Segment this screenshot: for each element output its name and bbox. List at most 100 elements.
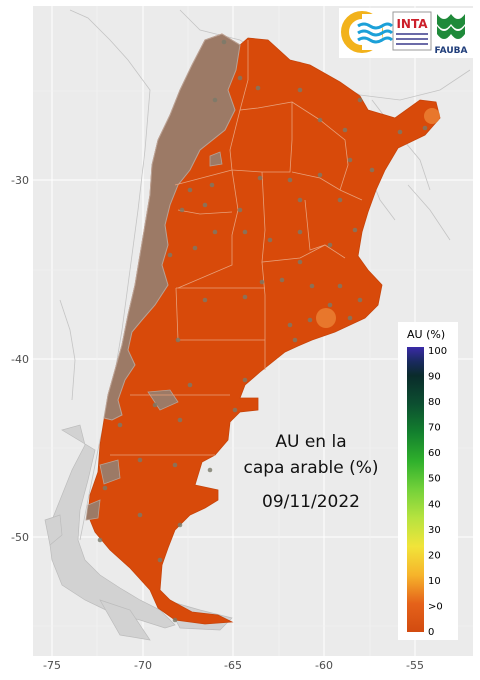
y-tick-label: -40 [11,353,29,366]
station-dot [137,512,143,518]
legend-colorbar [407,347,424,632]
x-tick-label: -65 [224,659,242,672]
legend-label: 100 [428,346,447,357]
legend-label: 50 [428,474,441,485]
station-dot [242,377,248,383]
station-dot [157,557,163,563]
station-dot [172,462,178,468]
station-dot [342,127,348,133]
weather-stations [97,39,428,623]
inta-logo-text: INTA [396,17,428,31]
station-dot [167,252,173,258]
station-dot [309,283,315,289]
station-dot [102,485,108,491]
logo-bar: INTA FAUBA [339,8,473,58]
station-dot [352,227,358,233]
station-dot [337,283,343,289]
ciclo-logo [341,11,394,53]
station-dot [137,457,143,463]
station-dot [292,337,298,343]
station-dot [179,207,185,213]
station-dot [297,259,303,265]
station-dot [327,302,333,308]
legend-label: >0 [428,602,443,613]
station-dot [279,277,285,283]
station-dot [209,182,215,188]
station-dot [242,229,248,235]
station-dot [317,172,323,178]
y-tick-label: -50 [11,531,29,544]
station-dot [237,207,243,213]
legend-label: 0 [428,627,434,638]
x-tick-label: -75 [43,659,61,672]
station-dot [187,187,193,193]
orange-hotspot-ne [424,108,440,124]
map-date: 09/11/2022 [262,492,360,512]
station-dot [172,617,178,623]
legend-label: 60 [428,448,441,459]
station-dot [397,129,403,135]
station-dot [307,317,313,323]
station-dot [259,279,265,285]
station-dot [327,242,333,248]
legend-label: 40 [428,499,441,510]
legend-label: 20 [428,550,441,561]
station-dot [152,402,158,408]
station-dot [297,197,303,203]
station-dot [267,237,273,243]
legend-labels: 100 90 80 70 60 50 40 30 20 10 >0 0 [428,346,447,638]
station-dot [422,125,428,131]
station-dot [187,382,193,388]
station-dot [192,245,198,251]
station-dot [317,117,323,123]
station-dot [257,175,263,181]
station-dot [347,157,353,163]
x-tick-label: -60 [315,659,333,672]
station-dot [357,297,363,303]
y-axis: -30 -40 -50 [11,174,29,544]
station-dot [97,537,103,543]
station-dot [175,337,181,343]
station-dot [347,315,353,321]
andes-region [103,33,241,421]
station-dot [212,229,218,235]
legend-label: 30 [428,525,441,536]
station-dot [202,297,208,303]
legend-label: 80 [428,397,441,408]
station-dot [357,97,363,103]
station-dot [287,177,293,183]
station-dot [242,294,248,300]
fauba-logo: FAUBA [435,14,468,56]
map-title-line2: capa arable (%) [244,458,379,478]
fauba-logo-text: FAUBA [435,46,468,56]
station-dot [337,197,343,203]
station-dot [369,167,375,173]
station-dot [237,75,243,81]
station-dot [232,407,238,413]
map-title-line1: AU en la [275,432,346,452]
province-borders [110,40,363,456]
station-dot [177,417,183,423]
station-dot [202,202,208,208]
x-tick-label: -70 [134,659,152,672]
x-tick-label: -55 [406,659,424,672]
station-dot [297,87,303,93]
station-dot [212,97,218,103]
station-dot [177,522,183,528]
legend: AU (%) 100 90 80 70 60 50 40 30 20 10 >0 0 [398,322,458,640]
station-dot [117,422,123,428]
legend-title: AU (%) [407,328,445,341]
station-dot [255,85,261,91]
station-dot [287,322,293,328]
station-dot [297,229,303,235]
inta-logo: INTA [392,11,432,51]
legend-label: 90 [428,372,441,383]
station-dot [221,39,227,45]
orange-hotspot [316,308,336,328]
x-axis: -75 -70 -65 -60 -55 [43,659,424,672]
legend-label: 10 [428,576,441,587]
legend-label: 70 [428,423,441,434]
station-dot [207,467,213,473]
y-tick-label: -30 [11,174,29,187]
